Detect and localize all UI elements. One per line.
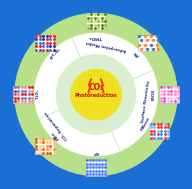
Bar [86, 13, 106, 30]
Bar [35, 138, 54, 154]
Bar [13, 86, 33, 103]
Bar [86, 159, 106, 176]
Text: CO₂: CO₂ [88, 83, 104, 92]
Text: CO₂ Separation: CO₂ Separation [44, 110, 69, 141]
Text: BiOX: BiOX [152, 89, 156, 100]
Bar [35, 35, 54, 51]
Bar [149, 123, 169, 139]
Text: BP: BP [93, 150, 99, 154]
Circle shape [56, 55, 136, 134]
Bar [138, 35, 157, 51]
Text: TiO₂: TiO₂ [36, 90, 40, 99]
Text: Surface Reactivity: Surface Reactivity [141, 80, 151, 123]
Text: MXn: MXn [50, 130, 60, 140]
Text: XN: XN [133, 50, 141, 57]
Bar [159, 86, 179, 103]
Text: Photoreduction: Photoreduction [75, 93, 117, 98]
Text: MXene: MXene [140, 115, 151, 131]
Circle shape [15, 13, 177, 176]
Text: TMDs: TMDs [90, 35, 102, 39]
Text: g-C₃N₄: g-C₃N₄ [49, 47, 62, 60]
Circle shape [35, 33, 157, 156]
Text: Adsorption Model: Adsorption Model [86, 39, 127, 51]
Circle shape [71, 69, 121, 120]
